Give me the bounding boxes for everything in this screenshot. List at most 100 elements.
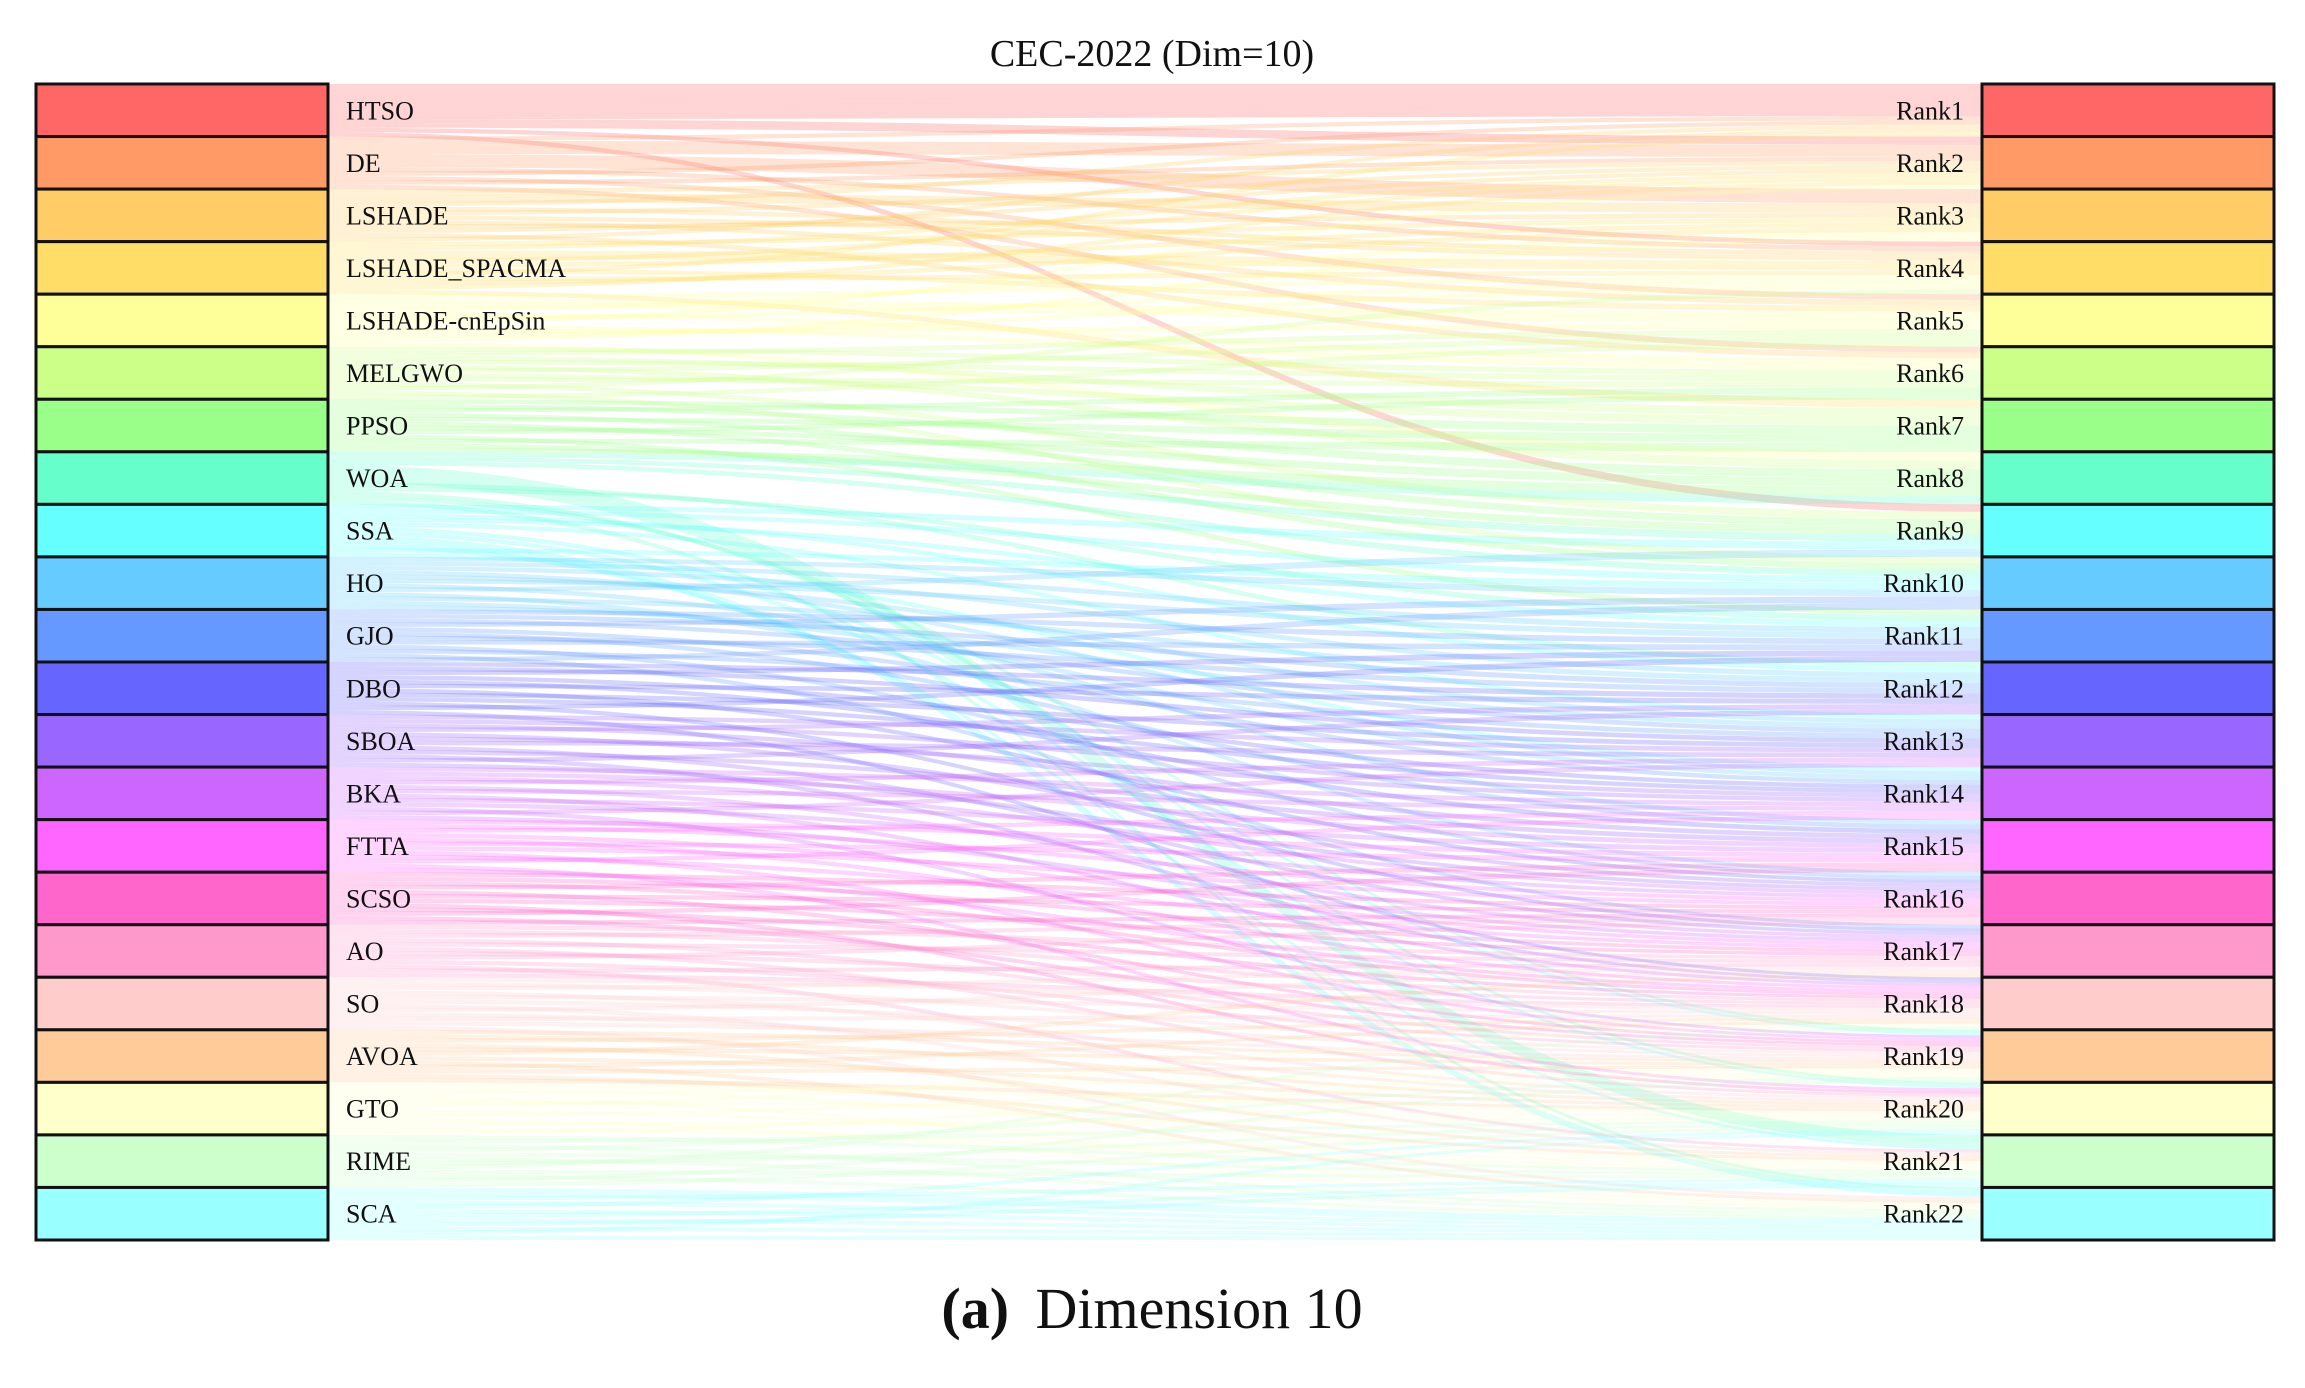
right-node-rank4 [1980, 240, 2276, 296]
left-node-gto [34, 1080, 330, 1137]
left-node-lshade-cnepsin [34, 292, 330, 349]
flow-de-to-rank3 [328, 162, 1982, 204]
flow-gjo-to-rank14 [328, 626, 1982, 785]
flow-gto-to-rank20 [328, 1082, 1982, 1115]
flow-de-to-rank1 [328, 116, 1982, 141]
flow-sboa-to-rank14 [328, 736, 1982, 803]
flow-bka-to-rank15 [328, 797, 1982, 854]
flow-ppso-to-rank7 [328, 399, 1982, 435]
left-node-sca [34, 1185, 330, 1242]
flow-ftta-to-rank19 [328, 850, 1982, 1041]
flow-ssa-to-rank13 [328, 521, 1982, 720]
flow-lshade-to-rank2 [328, 168, 1982, 233]
flow-lshade-cnepsin-to-rank3 [328, 236, 1982, 343]
flow-ppso-to-rank7 [328, 416, 1982, 444]
left-node-ho [34, 555, 330, 611]
flow-bka-to-rank13 [328, 762, 1982, 816]
right-node-rank10 [1980, 555, 2276, 611]
flow-sca-to-rank22 [328, 1226, 1982, 1237]
flow-sca-to-rank21 [328, 1181, 1982, 1219]
flow-ppso-to-rank8 [328, 447, 1982, 496]
flow-scso-to-rank17 [328, 876, 1982, 953]
flow-melgwo-to-rank6 [328, 377, 1982, 388]
flow-lshade-to-rank3 [328, 197, 1982, 213]
flow-ppso-to-rank9 [328, 443, 1982, 535]
right-node-rank13 [1980, 713, 2276, 769]
flow-so-to-rank20 [328, 1012, 1982, 1103]
left-node-melgwo [34, 345, 330, 401]
flow-bka-to-rank17 [328, 815, 1982, 943]
left-node-sboa [34, 713, 330, 769]
right-label-rank19: Rank19 [1883, 1042, 1964, 1071]
left-label-rime: RIME [346, 1147, 411, 1176]
flow-sboa-to-rank13 [328, 740, 1982, 758]
flow-ho-to-rank11 [328, 578, 1982, 639]
flow-bka-to-rank16 [328, 775, 1982, 895]
flow-woa-to-rank21 [328, 478, 1982, 1147]
flow-so-to-rank18 [328, 977, 1982, 1012]
flow-avoa-to-rank19 [328, 1029, 1982, 1064]
flow-dbo-to-rank14 [328, 675, 1982, 789]
right-label-rank8: Rank8 [1896, 464, 1964, 493]
flow-sboa-to-rank13 [328, 714, 1982, 753]
right-label-rank15: Rank15 [1883, 832, 1964, 861]
flow-scso-to-rank15 [328, 862, 1982, 890]
flow-lshade-cnepsin-to-rank2 [328, 185, 1982, 325]
flow-htso-to-rank2 [328, 123, 1982, 145]
flow-de-to-rank4 [328, 167, 1982, 252]
right-label-rank6: Rank6 [1896, 359, 1964, 388]
flow-gjo-to-rank10 [328, 596, 1982, 627]
flow-ftta-to-rank14 [328, 810, 1982, 833]
flow-ho-to-rank11 [328, 561, 1982, 633]
flow-ao-to-rank17 [328, 963, 1982, 973]
right-label-rank7: Rank7 [1896, 412, 1964, 441]
flow-woa-to-rank19 [328, 495, 1982, 1033]
flow-gto-to-rank21 [328, 1108, 1982, 1168]
flow-ho-to-rank9 [328, 549, 1982, 592]
flow-lshade-spacma-to-rank4 [328, 254, 1982, 271]
flow-gjo-to-rank15 [328, 631, 1982, 830]
flow-lshade-spacma-to-rank2 [328, 176, 1982, 264]
flow-gto-to-rank19 [328, 1074, 1982, 1135]
left-node-ssa [34, 502, 330, 559]
left-node-gjo [34, 607, 330, 664]
left-node-ppso [34, 397, 330, 454]
flow-htso-to-rank1 [328, 104, 1982, 111]
left-node-htso [34, 82, 330, 139]
right-node-rank9 [1980, 502, 2276, 559]
flow-dbo-to-rank11 [328, 656, 1982, 711]
left-label-bka: BKA [346, 779, 401, 808]
flow-melgwo-to-rank5 [328, 335, 1982, 373]
caption-letter: (a) [941, 1276, 1009, 1341]
right-label-rank12: Rank12 [1883, 674, 1964, 703]
flow-sca-to-rank22 [328, 1209, 1982, 1231]
flow-htso-to-rank1 [328, 88, 1982, 93]
flow-bka-to-rank13 [328, 757, 1982, 785]
flow-rime-to-rank20 [328, 1120, 1982, 1144]
left-node-avoa [34, 1028, 330, 1084]
flow-gjo-to-rank13 [328, 618, 1982, 734]
flow-sboa-to-rank12 [328, 709, 1982, 763]
flow-so-to-rank19 [328, 1021, 1982, 1061]
flow-so-to-rank17 [328, 970, 1982, 1013]
left-node-column: HTSO DE LSHADE LSHADE_SPACMA LSHADE-cnEpSin M… [34, 82, 566, 1242]
flow-htso-to-rank1 [328, 108, 1982, 115]
flow-ssa-to-rank10 [328, 508, 1982, 584]
right-node-rank11 [1980, 607, 2276, 664]
flow-gto-to-rank22 [328, 1117, 1982, 1210]
flow-dbo-to-rank15 [328, 679, 1982, 834]
flow-gjo-to-rank11 [328, 640, 1982, 651]
flow-ppso-to-rank9 [328, 412, 1982, 527]
right-node-rank12 [1980, 660, 2276, 717]
left-node-lshade-spacma [34, 240, 330, 296]
flow-gjo-to-rank12 [328, 613, 1982, 689]
flow-ppso-to-rank6 [328, 393, 1982, 435]
right-label-rank5: Rank5 [1896, 306, 1964, 335]
flow-lshade-spacma-to-rank3 [328, 222, 1982, 268]
right-label-rank20: Rank20 [1883, 1095, 1964, 1124]
flow-ssa-to-rank14 [328, 552, 1982, 772]
right-label-rank18: Rank18 [1883, 990, 1964, 1019]
flow-gjo-to-rank10 [328, 602, 1982, 662]
flow-ssa-to-rank11 [328, 517, 1982, 627]
